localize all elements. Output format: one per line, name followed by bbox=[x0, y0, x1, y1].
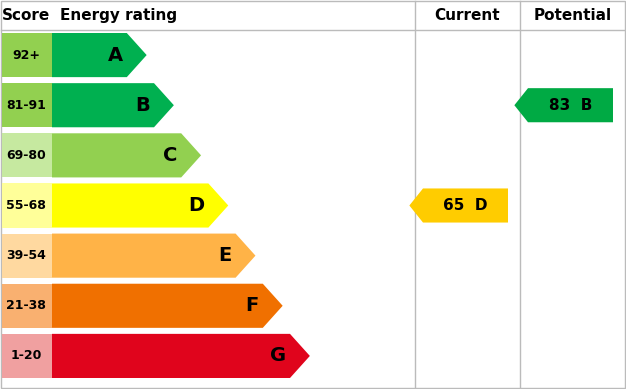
Bar bbox=[2, 284, 52, 328]
Text: 39-54: 39-54 bbox=[6, 249, 46, 262]
Text: 21-38: 21-38 bbox=[6, 299, 46, 312]
Text: 55-68: 55-68 bbox=[6, 199, 46, 212]
Text: 69-80: 69-80 bbox=[6, 149, 46, 162]
Bar bbox=[2, 184, 52, 228]
Polygon shape bbox=[52, 83, 174, 127]
Text: A: A bbox=[108, 46, 123, 65]
Polygon shape bbox=[409, 188, 508, 223]
Text: 65  D: 65 D bbox=[443, 198, 488, 213]
Text: E: E bbox=[218, 246, 232, 265]
Polygon shape bbox=[515, 88, 613, 122]
Text: 81-91: 81-91 bbox=[6, 99, 46, 112]
Text: F: F bbox=[245, 296, 259, 315]
Bar bbox=[2, 334, 52, 378]
Text: Potential: Potential bbox=[534, 7, 612, 23]
Text: 83  B: 83 B bbox=[549, 98, 592, 113]
Polygon shape bbox=[52, 334, 310, 378]
Text: D: D bbox=[188, 196, 205, 215]
Bar bbox=[2, 83, 52, 127]
Bar bbox=[2, 33, 52, 77]
Text: Current: Current bbox=[434, 7, 500, 23]
Text: B: B bbox=[135, 96, 150, 115]
Text: C: C bbox=[163, 146, 177, 165]
Polygon shape bbox=[52, 233, 255, 278]
Polygon shape bbox=[52, 284, 283, 328]
Bar bbox=[2, 233, 52, 278]
Polygon shape bbox=[52, 184, 228, 228]
Text: 92+: 92+ bbox=[12, 49, 40, 61]
Polygon shape bbox=[52, 133, 201, 177]
Polygon shape bbox=[52, 33, 146, 77]
Text: Energy rating: Energy rating bbox=[60, 7, 177, 23]
Text: 1-20: 1-20 bbox=[10, 349, 42, 363]
Bar bbox=[2, 133, 52, 177]
Text: Score: Score bbox=[2, 7, 50, 23]
Text: G: G bbox=[270, 347, 286, 365]
